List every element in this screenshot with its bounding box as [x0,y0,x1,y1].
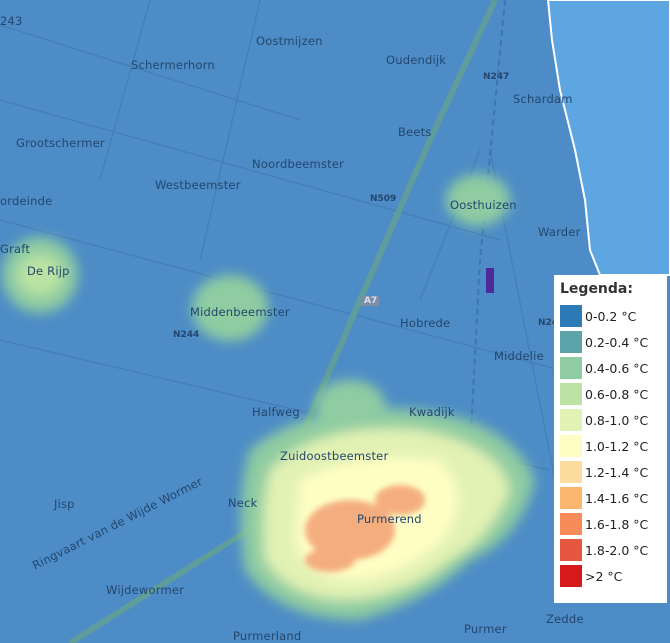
legend-item: 0.4-0.6 °C [560,355,661,381]
legend-swatch [560,513,582,535]
legend-items: 0-0.2 °C 0.2-0.4 °C 0.4-0.6 °C 0.6-0.8 °C 0.… [560,303,661,589]
place-label: Grootschermer [16,136,105,150]
place-label: Halfweg [252,405,300,419]
place-label: 243 [0,14,23,28]
road-label: N24 [538,318,559,328]
legend-label: 0.4-0.6 °C [585,360,649,376]
railway [469,0,506,451]
place-label: Zedde [546,612,584,626]
road-label: N244 [173,330,200,340]
place-label: Westbeemster [155,178,241,192]
place-label: Warder [538,225,581,239]
place-label: Oostmijzen [256,34,323,48]
road-label: N247 [483,72,510,82]
place-label: Middenbeemster [190,305,290,319]
legend-item: 0.6-0.8 °C [560,381,661,407]
heat-islands [2,174,535,620]
legend-item: 0-0.2 °C [560,303,661,329]
legend-title: Legenda: [560,281,633,297]
place-label: Schermerhorn [131,58,215,72]
legend-label: 0-0.2 °C [585,308,637,324]
legend-item: >2 °C [560,563,661,589]
legend-item: 0.2-0.4 °C [560,329,661,355]
legend-item: 1.8-2.0 °C [560,537,661,563]
legend-swatch [560,461,582,483]
road-label: N509 [370,194,397,204]
legend-item: 0.8-1.0 °C [560,407,661,433]
place-label: Purmer [464,622,507,636]
place-label: Oudendijk [386,53,447,67]
place-label: Kwadijk [409,405,455,419]
legend-label: 1.6-1.8 °C [585,516,649,532]
place-label: Neck [228,496,258,510]
legend-swatch [560,305,582,327]
place-label: Schardam [513,92,573,106]
legend-label: 1.8-2.0 °C [585,542,649,558]
sea [546,0,670,276]
place-label: Purmerland [233,629,302,643]
place-label: Oosthuizen [450,198,517,212]
legend-item: 1.6-1.8 °C [560,511,661,537]
legend-swatch [560,565,582,587]
legend: Legenda: 0-0.2 °C 0.2-0.4 °C 0.4-0.6 °C 0.6… [554,275,667,603]
place-label: Hobrede [400,316,451,330]
place-label: Noordbeemster [252,157,345,171]
legend-item: 1.2-1.4 °C [560,459,661,485]
marker [486,268,494,293]
place-label: De Rijp [27,264,70,278]
legend-label: >2 °C [585,568,623,584]
legend-swatch [560,357,582,379]
legend-swatch [560,331,582,353]
legend-swatch [560,383,582,405]
place-label: Middelie [494,349,544,363]
legend-swatch [560,409,582,431]
place-label: ordeinde [0,194,53,208]
legend-swatch [560,539,582,561]
road-label: A7 [362,296,380,306]
legend-swatch [560,487,582,509]
legend-label: 1.0-1.2 °C [585,438,649,454]
place-label: Graft [0,242,31,256]
place-label: Wijdewormer [106,583,185,597]
roads [0,0,561,481]
legend-item: 1.0-1.2 °C [560,433,661,459]
legend-label: 1.2-1.4 °C [585,464,649,480]
legend-label: 0.2-0.4 °C [585,334,649,350]
place-label: Jisp [54,497,75,511]
legend-item: 1.4-1.6 °C [560,485,661,511]
place-label: Zuidoostbeemster [280,449,389,463]
legend-swatch [560,435,582,457]
place-label: Purmerend [357,512,422,526]
legend-label: 0.8-1.0 °C [585,412,649,428]
legend-label: 0.6-0.8 °C [585,386,649,402]
legend-label: 1.4-1.6 °C [585,490,649,506]
place-label: Beets [398,125,432,139]
hot-spots [305,485,425,572]
